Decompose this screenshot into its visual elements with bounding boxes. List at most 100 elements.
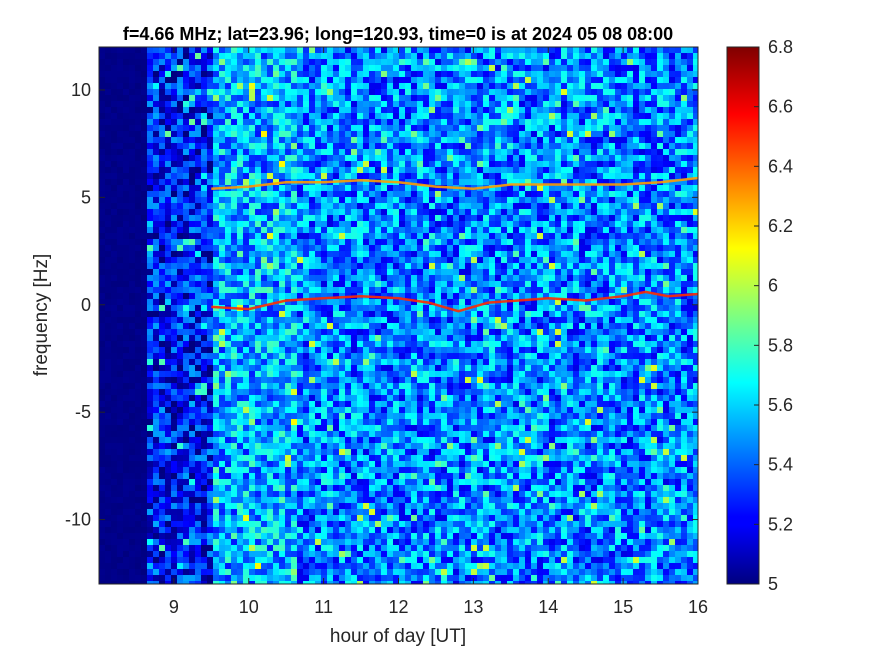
heatmap-cell (249, 119, 255, 125)
heatmap-cell (513, 239, 519, 245)
heatmap-cell (111, 185, 117, 191)
heatmap-cell (255, 317, 261, 323)
heatmap-cell (429, 215, 435, 221)
heatmap-cell (609, 239, 615, 245)
heatmap-cell (219, 137, 225, 143)
heatmap-cell (231, 149, 237, 155)
heatmap-cell (147, 71, 153, 77)
heatmap-cell (159, 125, 165, 131)
heatmap-cell (621, 185, 627, 191)
heatmap-cell (219, 341, 225, 347)
heatmap-cell (357, 257, 363, 263)
heatmap-cell (165, 335, 171, 341)
heatmap-cell (129, 155, 135, 161)
heatmap-cell (99, 341, 105, 347)
heatmap-cell (405, 173, 411, 179)
heatmap-cell (669, 197, 675, 203)
heatmap-cell (633, 59, 639, 65)
heatmap-cell (483, 215, 489, 221)
heatmap-cell (579, 101, 585, 107)
heatmap-cell (255, 65, 261, 71)
heatmap-cell (273, 173, 279, 179)
heatmap-cell (237, 113, 243, 119)
heatmap-cell (165, 329, 171, 335)
heatmap-cell (429, 341, 435, 347)
heatmap-cell (471, 149, 477, 155)
heatmap-cell (597, 107, 603, 113)
heatmap-cell (597, 113, 603, 119)
heatmap-cell (435, 215, 441, 221)
heatmap-cell (687, 269, 693, 275)
heatmap-cell (117, 131, 123, 137)
heatmap-cell (441, 83, 447, 89)
heatmap-cell (435, 125, 441, 131)
heatmap-cell (417, 167, 423, 173)
heatmap-cell (297, 251, 303, 257)
heatmap-cell (675, 335, 681, 341)
heatmap-cell (549, 203, 555, 209)
heatmap-cell (681, 263, 687, 269)
heatmap-cell (219, 197, 225, 203)
heatmap-cell (105, 257, 111, 263)
heatmap-cell (483, 131, 489, 137)
heatmap-cell (369, 281, 375, 287)
heatmap-cell (669, 323, 675, 329)
heatmap-cell (573, 53, 579, 59)
heatmap-cell (225, 191, 231, 197)
heatmap-cell (117, 311, 123, 317)
heatmap-cell (549, 137, 555, 143)
heatmap-cell (375, 161, 381, 167)
heatmap-cell (321, 83, 327, 89)
heatmap-cell (417, 221, 423, 227)
heatmap-cell (219, 65, 225, 71)
heatmap-cell (171, 65, 177, 71)
heatmap-cell (207, 131, 213, 137)
heatmap-cell (417, 131, 423, 137)
heatmap-cell (297, 59, 303, 65)
heatmap-cell (375, 101, 381, 107)
heatmap-cell (525, 119, 531, 125)
heatmap-cell (483, 83, 489, 89)
heatmap-cell (567, 47, 573, 53)
heatmap-cell (567, 215, 573, 221)
heatmap-cell (507, 341, 513, 347)
heatmap-cell (303, 71, 309, 77)
heatmap-cell (393, 329, 399, 335)
heatmap-cell (387, 329, 393, 335)
heatmap-cell (153, 131, 159, 137)
heatmap-cell (459, 269, 465, 275)
heatmap-cell (495, 209, 501, 215)
heatmap-cell (477, 95, 483, 101)
heatmap-cell (609, 143, 615, 149)
heatmap-cell (99, 77, 105, 83)
heatmap-cell (189, 131, 195, 137)
heatmap-cell (141, 167, 147, 173)
heatmap-cell (561, 113, 567, 119)
heatmap-cell (171, 311, 177, 317)
heatmap-cell (387, 221, 393, 227)
heatmap-cell (393, 161, 399, 167)
heatmap-cell (417, 59, 423, 65)
heatmap-cell (627, 185, 633, 191)
heatmap-cell (225, 59, 231, 65)
heatmap-cell (153, 281, 159, 287)
heatmap-cell (141, 131, 147, 137)
heatmap-cell (321, 89, 327, 95)
heatmap-cell (201, 239, 207, 245)
heatmap-cell (615, 143, 621, 149)
heatmap-cell (513, 113, 519, 119)
heatmap-cell (369, 155, 375, 161)
heatmap-cell (363, 215, 369, 221)
heatmap-cell (135, 203, 141, 209)
heatmap-cell (399, 137, 405, 143)
heatmap-cell (123, 167, 129, 173)
heatmap-cell (573, 125, 579, 131)
heatmap-cell (549, 209, 555, 215)
heatmap-cell (243, 341, 249, 347)
heatmap-cell (333, 101, 339, 107)
heatmap-cell (159, 185, 165, 191)
heatmap-cell (669, 71, 675, 77)
heatmap-cell (561, 215, 567, 221)
heatmap-cell (651, 299, 657, 305)
heatmap-cell (429, 53, 435, 59)
